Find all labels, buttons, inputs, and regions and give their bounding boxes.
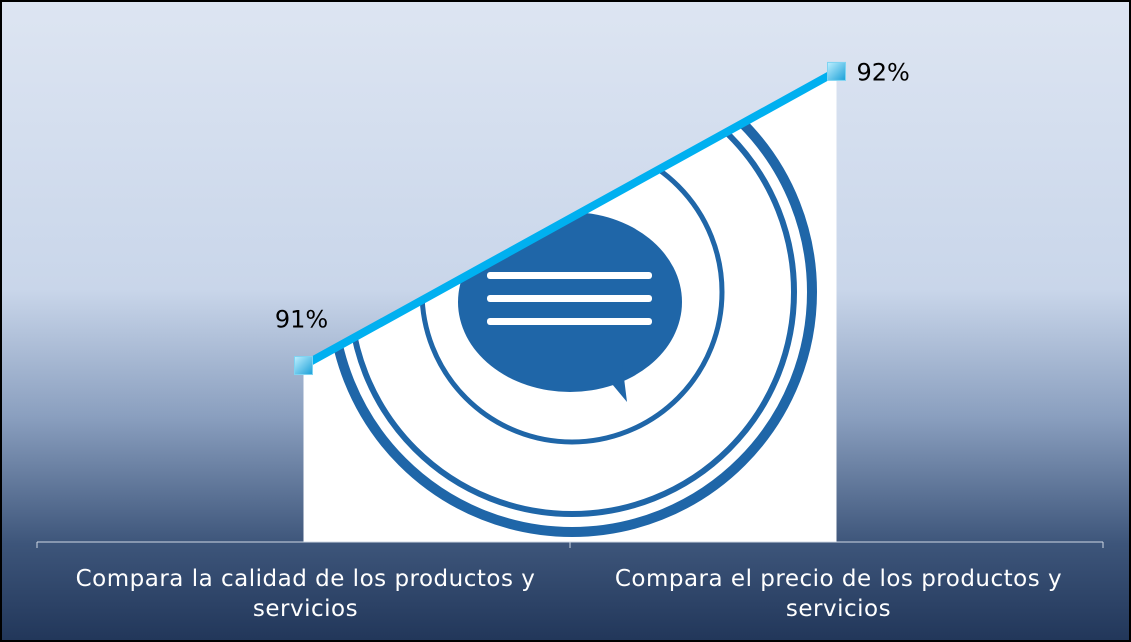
data-label: 91%: [275, 306, 328, 334]
x-tick-label: Compara el precio de los productos y ser…: [614, 566, 1063, 622]
marker: [294, 356, 313, 376]
line: [301, 67, 839, 370]
marker: [827, 61, 846, 81]
data-label: 92%: [857, 58, 910, 86]
x-tick-label: Compara la calidad de los productos y se…: [75, 566, 536, 622]
